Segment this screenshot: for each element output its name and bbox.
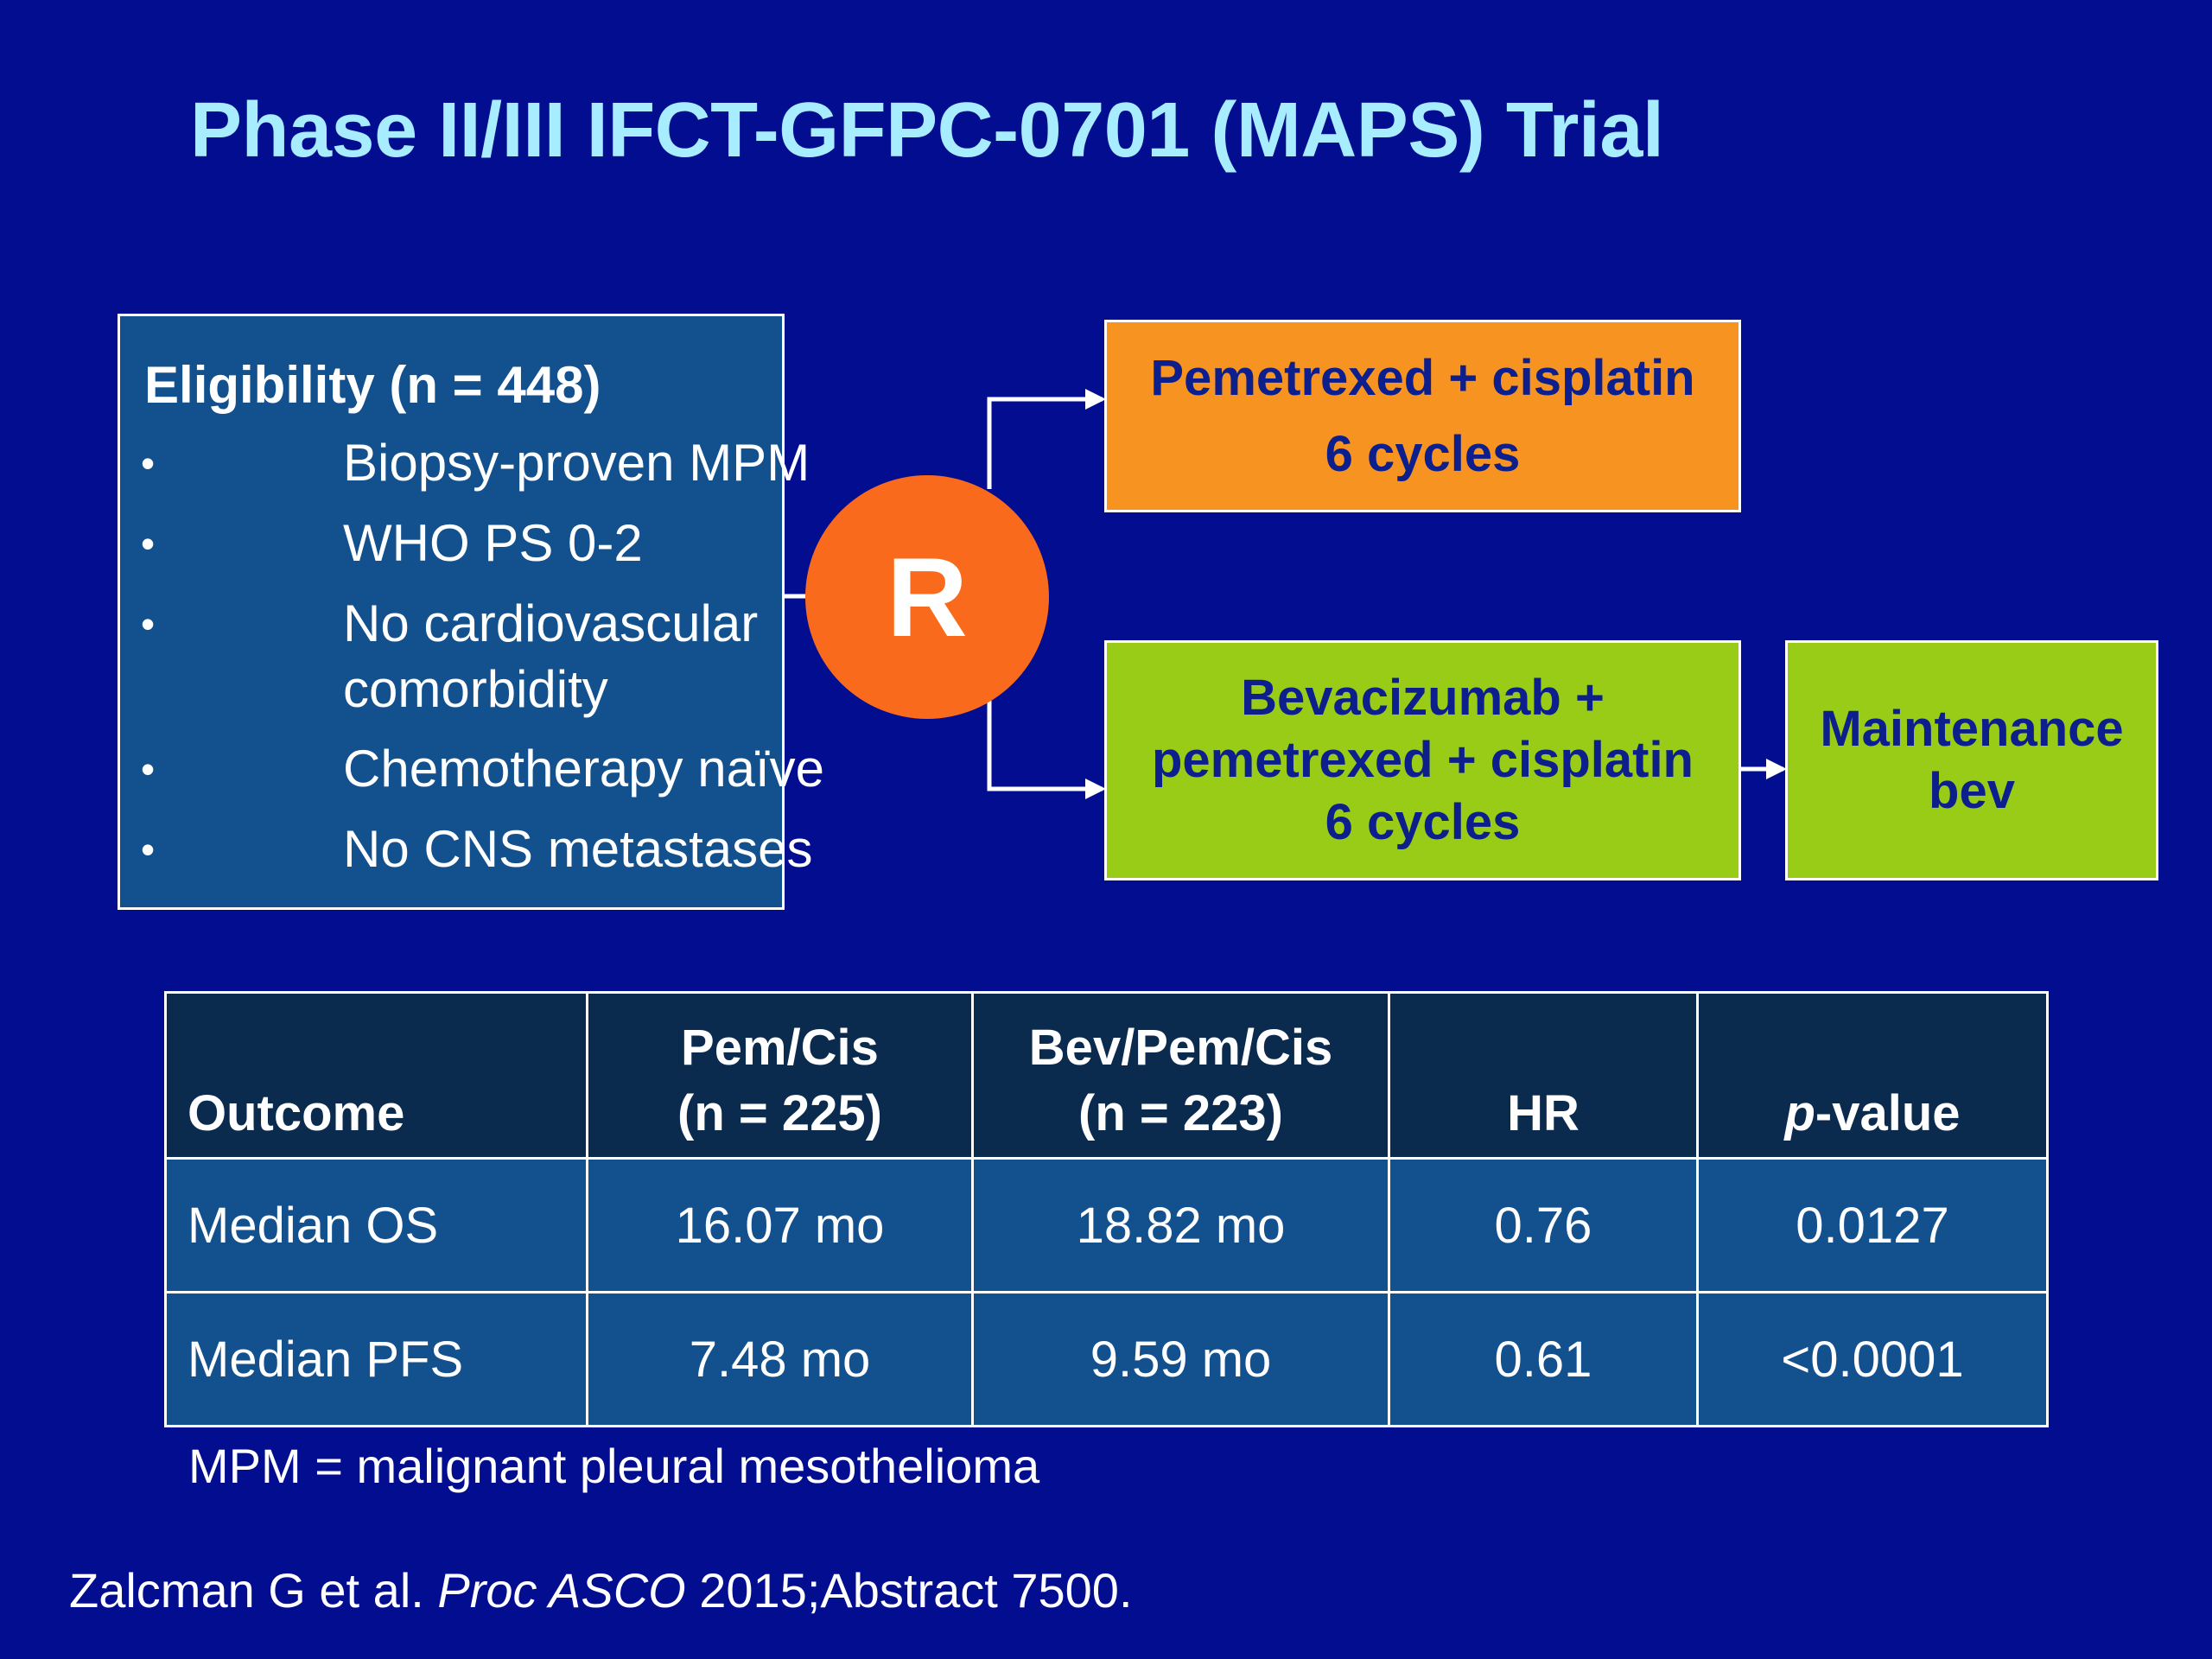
arrow-to-arm1 <box>987 389 1106 489</box>
header-outcome: Outcome <box>164 991 588 1160</box>
citation-journal: Proc ASCO <box>437 1563 686 1618</box>
eligibility-item-text: No CNS metastases <box>343 820 813 878</box>
cell-outcome: Median PFS <box>164 1291 588 1427</box>
arm1-line1: Pemetrexed + cisplatin <box>1150 349 1695 406</box>
table-row: Median OS 16.07 mo 18.82 mo 0.76 0.0127 <box>164 1157 2049 1294</box>
header-p-value: p-value <box>1696 991 2049 1160</box>
randomization-label: R <box>887 534 968 660</box>
eligibility-item-text: Biopsy-proven MPM <box>343 434 810 492</box>
bullet-icon: • <box>141 521 156 566</box>
table-row: Median PFS 7.48 mo 9.59 mo 0.61 <0.0001 <box>164 1291 2049 1427</box>
cell-pemcis: 7.48 mo <box>586 1291 974 1427</box>
eligibility-box: Eligibility (n = 448) • Biopsy-proven MPM… <box>118 314 824 910</box>
arm2-line2: pemetrexed + cisplatin <box>1152 732 1694 788</box>
arm2-line1: Bevacizumab + <box>1241 670 1605 726</box>
bullet-icon: • <box>141 747 156 791</box>
maintenance-line2: bev <box>1929 763 2015 819</box>
results-table: Outcome Pem/Cis (n = 225) Bev/Pem/Cis (n =… <box>164 991 2049 1427</box>
eligibility-item-text: WHO PS 0-2 <box>343 514 643 572</box>
header-hr: HR <box>1388 991 1699 1160</box>
maintenance-line1: Maintenance <box>1820 701 2124 757</box>
eligibility-title: Eligibility (n = 448) <box>144 356 601 414</box>
eligibility-item-text-cont: comorbidity <box>343 660 608 718</box>
arm-pemetrexed-cisplatin: Pemetrexed + cisplatin 6 cycles <box>1104 320 1741 512</box>
slide-title: Phase II/III IFCT-GFPC-0701 (MAPS) Trial <box>190 87 1664 174</box>
citation-author: Zalcman G et al. <box>69 1563 438 1618</box>
header-bevpemcis: Bev/Pem/Cis (n = 223) <box>971 991 1390 1160</box>
arm1-line2: 6 cycles <box>1325 425 1521 482</box>
maintenance-bev-box: Maintenance bev <box>1785 640 2158 880</box>
arrow-to-arm2 <box>987 700 1106 799</box>
citation-rest: 2015;Abstract 7500. <box>685 1563 1133 1618</box>
cell-p-value: <0.0001 <box>1696 1291 2049 1427</box>
cell-hr: 0.76 <box>1388 1157 1699 1294</box>
table-header-row: Outcome Pem/Cis (n = 225) Bev/Pem/Cis (n =… <box>164 991 2049 1160</box>
eligibility-item-text: No cardiovascular <box>343 594 759 652</box>
cell-hr: 0.61 <box>1388 1291 1699 1427</box>
footnote: MPM = malignant pleural mesothelioma <box>188 1439 1040 1493</box>
randomization-circle: R <box>805 475 1049 719</box>
bullet-icon: • <box>141 441 156 486</box>
arm2-line3: 6 cycles <box>1325 794 1521 850</box>
cell-pemcis: 16.07 mo <box>586 1157 974 1294</box>
eligibility-item-text: Chemotherapy naïve <box>343 740 824 798</box>
cell-bevpemcis: 18.82 mo <box>971 1157 1390 1294</box>
cell-p-value: 0.0127 <box>1696 1157 2049 1294</box>
bullet-icon: • <box>141 601 156 646</box>
citation: Zalcman G et al. Proc ASCO 2015;Abstract… <box>69 1562 1133 1618</box>
header-pemcis: Pem/Cis (n = 225) <box>586 991 974 1160</box>
cell-bevpemcis: 9.59 mo <box>971 1291 1390 1427</box>
cell-outcome: Median OS <box>164 1157 588 1294</box>
bullet-icon: • <box>141 827 156 872</box>
arm-bevacizumab-pemetrexed-cisplatin: Bevacizumab + pemetrexed + cisplatin 6 c… <box>1104 640 1741 880</box>
